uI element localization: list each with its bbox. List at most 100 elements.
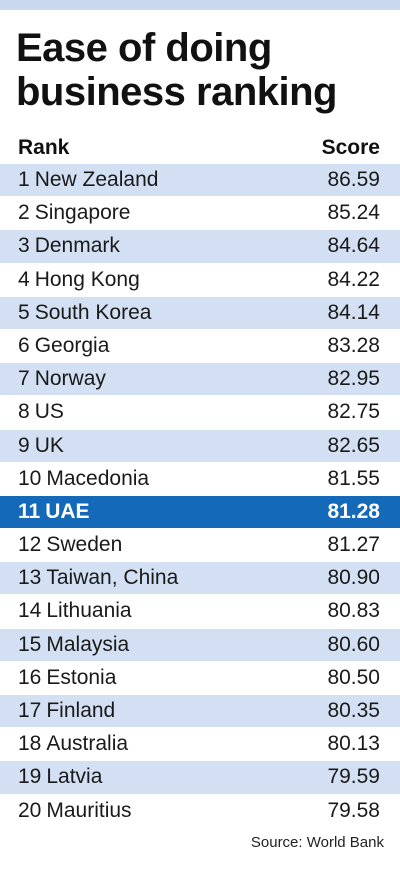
- row-rank: 6: [18, 333, 30, 357]
- row-label: 4 Hong Kong: [18, 268, 140, 292]
- row-country: Sweden: [46, 533, 123, 557]
- row-score: 80.13: [327, 732, 380, 756]
- row-label: 10 Macedonia: [18, 467, 149, 491]
- row-rank: 4: [18, 267, 30, 291]
- row-country: Taiwan, China: [46, 566, 179, 590]
- table-row: 19 Latvia 79.59: [0, 760, 400, 794]
- row-country: New Zealand: [34, 168, 159, 191]
- row-rank: 19: [18, 765, 42, 789]
- row-rank: 5: [18, 300, 30, 324]
- row-rank: 20: [18, 798, 42, 822]
- table-row: 10 Macedonia 81.55: [0, 461, 400, 495]
- row-score: 82.95: [327, 367, 380, 391]
- row-label: 7 Norway: [18, 367, 106, 391]
- row-score: 84.64: [327, 234, 380, 258]
- row-country: UAE: [45, 499, 90, 523]
- row-rank: 14: [18, 599, 42, 623]
- row-label: 16 Estonia: [18, 666, 116, 690]
- row-label: 20 Mauritius: [18, 799, 132, 823]
- row-label: 13 Taiwan, China: [18, 566, 178, 590]
- table-row: 1 New Zealand 86.59: [0, 163, 400, 197]
- row-country: Denmark: [34, 234, 120, 258]
- row-country: Malaysia: [46, 632, 130, 656]
- table-row: 12 Sweden 81.27: [0, 528, 400, 562]
- row-rank: 9: [18, 433, 30, 457]
- row-rank: 10: [18, 466, 42, 490]
- table-row: 20 Mauritius 79.58: [0, 793, 400, 827]
- row-label: 2 Singapore: [18, 201, 130, 225]
- row-score: 81.55: [327, 466, 380, 490]
- row-rank: 12: [18, 533, 42, 557]
- row-rank: 7: [18, 367, 30, 391]
- row-label: 8 US: [18, 400, 64, 424]
- table-row: 8 US 82.75: [0, 395, 400, 429]
- table-row: 5 South Korea 84.14: [0, 295, 400, 329]
- row-country: US: [34, 400, 64, 424]
- row-label: 12 Sweden: [18, 533, 122, 557]
- row-rank: 17: [18, 699, 42, 722]
- row-rank: 11: [18, 499, 41, 523]
- row-country: Finland: [46, 699, 116, 722]
- table-row: 2 Singapore 85.24: [0, 196, 400, 230]
- row-rank: 8: [18, 400, 30, 424]
- table-row: 4 Hong Kong 84.22: [0, 262, 400, 296]
- row-score: 80.50: [327, 665, 380, 689]
- table-row: 17 Finland 80.35: [0, 694, 400, 728]
- score-column-header: Score: [321, 136, 380, 159]
- row-country: Macedonia: [46, 466, 150, 490]
- table-row: 6 Georgia 83.28: [0, 328, 400, 363]
- row-score: 85.24: [327, 201, 380, 225]
- table-row: 18 Australia 80.13: [0, 727, 400, 761]
- row-label: 1 New Zealand: [18, 168, 158, 192]
- row-label: 14 Lithuania: [18, 599, 132, 623]
- top-accent-bar: [0, 0, 400, 10]
- row-score: 80.83: [327, 599, 380, 623]
- row-rank: 18: [18, 732, 42, 756]
- row-label: 5 South Korea: [18, 301, 151, 325]
- row-rank: 16: [18, 665, 42, 689]
- table-row: 14 Lithuania 80.83: [0, 594, 400, 628]
- row-score: 81.27: [327, 533, 380, 557]
- row-score: 80.35: [327, 699, 380, 722]
- table-row: 15 Malaysia 80.60: [0, 627, 400, 661]
- row-rank: 1: [18, 168, 30, 191]
- table-row: 13 Taiwan, China 80.90: [0, 561, 400, 595]
- row-score: 83.28: [327, 333, 380, 357]
- row-country: Georgia: [34, 333, 110, 357]
- row-label: 19 Latvia: [18, 765, 102, 789]
- row-label: 6 Georgia: [18, 334, 109, 358]
- row-country: Singapore: [34, 201, 131, 225]
- row-score: 79.59: [327, 765, 380, 789]
- row-score: 84.22: [327, 267, 380, 291]
- ranking-table: 1 New Zealand 86.59 2 Singapore 85.24 3 Denmark…: [0, 163, 400, 827]
- row-country: Australia: [46, 732, 129, 756]
- row-country: Hong Kong: [34, 267, 140, 291]
- table-row: 9 UK 82.65: [0, 428, 400, 462]
- row-score: 79.58: [327, 798, 380, 822]
- row-country: Mauritius: [46, 798, 132, 822]
- rank-column-header: Rank: [18, 136, 70, 159]
- table-header: Rank Score: [0, 133, 400, 163]
- row-rank: 3: [18, 234, 30, 258]
- row-score: 84.14: [327, 300, 380, 324]
- row-country: Estonia: [46, 665, 117, 689]
- table-row: 3 Denmark 84.64: [0, 229, 400, 263]
- row-score: 81.28: [327, 499, 380, 523]
- row-country: UK: [34, 433, 64, 457]
- row-country: Norway: [34, 367, 106, 391]
- row-country: South Korea: [34, 300, 152, 324]
- row-label: 9 UK: [18, 434, 64, 458]
- row-score: 80.60: [327, 632, 380, 656]
- row-label: 18 Australia: [18, 732, 128, 756]
- table-row: 11 UAE 81.28: [0, 494, 400, 529]
- row-score: 82.75: [327, 400, 380, 424]
- page-title: Ease of doing business ranking: [16, 26, 337, 114]
- row-label: 11 UAE: [18, 500, 90, 524]
- row-score: 80.90: [327, 566, 380, 590]
- row-label: 17 Finland: [18, 699, 115, 723]
- table-row: 16 Estonia 80.50: [0, 660, 400, 694]
- row-rank: 15: [18, 632, 42, 656]
- row-score: 86.59: [327, 168, 380, 191]
- row-label: 15 Malaysia: [18, 633, 129, 657]
- row-label: 3 Denmark: [18, 234, 120, 258]
